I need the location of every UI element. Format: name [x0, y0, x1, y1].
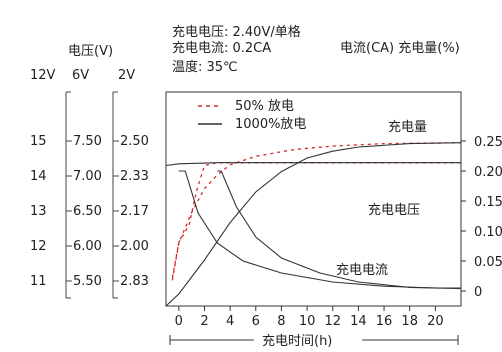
left-axis-title: 电压(V)	[68, 44, 113, 59]
x-tick-label: 14	[350, 314, 367, 329]
x-tick-label: 8	[277, 314, 285, 329]
x-tick-label: 12	[324, 314, 341, 329]
left-tick-2v: 2.33	[120, 169, 149, 184]
right-axis-title: 电流(CA) 充电量(%)	[340, 40, 460, 56]
condition-temperature: 温度: 35℃	[172, 59, 238, 75]
series-voltage_12V-solid	[165, 162, 461, 167]
series-charge_pct-solid	[165, 142, 462, 307]
left-axis-header-12v: 12V	[30, 68, 56, 83]
x-tick-label: 2	[200, 314, 208, 329]
left-tick-12v: 13	[30, 204, 47, 219]
left-axis-ticks: 15 7.50 2.50 14 7.00 2.33 13 6.50 2.17 12 6.00 2.00…	[30, 134, 149, 289]
x-tick-label: 4	[226, 314, 234, 329]
x-tick-label: 6	[252, 314, 260, 329]
plot-area	[165, 91, 462, 307]
left-tick-12v: 15	[30, 134, 47, 149]
curve-label-charge: 充电量	[388, 119, 427, 135]
condition-current: 充电电流: 0.2CA	[172, 40, 271, 56]
left-tick-6v: 6.50	[73, 204, 102, 219]
x-tick-label: 0	[175, 314, 183, 329]
right-tick-label: 0	[474, 285, 482, 300]
right-tick-label: 0.10	[474, 225, 502, 240]
series-voltage_12V-dashed	[171, 162, 461, 278]
x-tick-label: 10	[299, 314, 316, 329]
x-axis-title: 充电时间(h)	[262, 333, 332, 349]
left-tick-2v: 2.50	[120, 134, 149, 149]
series-current_CA_b-solid	[217, 170, 462, 290]
left-tick-12v: 12	[30, 239, 47, 254]
left-tick-12v: 11	[30, 274, 47, 289]
left-tick-6v: 5.50	[73, 274, 102, 289]
right-tick-label: 0.15	[474, 195, 502, 210]
chart-curves	[165, 142, 462, 307]
left-tick-6v: 7.00	[73, 169, 102, 184]
x-tick-label: 18	[401, 314, 418, 329]
x-tick-label: 20	[427, 314, 444, 329]
right-tick-label: 0.25	[474, 135, 502, 150]
x-axis-ticks: 0 2 4 6 8 10 12 14 16 18 20	[175, 306, 444, 329]
series-charge_pct-dashed	[171, 142, 462, 281]
right-tick-label: 0.20	[474, 165, 502, 180]
left-axis-header-6v: 6V	[72, 68, 89, 83]
right-tick-label: 0.05	[474, 255, 502, 270]
legend-label-50: 50% 放电	[235, 99, 294, 114]
left-tick-2v: 2.83	[120, 274, 149, 289]
right-axis-ticks: 0.25 0.20 0.15 0.10 0.05 0	[461, 135, 502, 300]
left-axis-header-2v: 2V	[118, 68, 135, 83]
left-tick-12v: 14	[30, 169, 47, 184]
series-current_CA_a-solid	[178, 170, 461, 289]
left-tick-2v: 2.17	[120, 204, 149, 219]
left-tick-6v: 6.00	[73, 239, 102, 254]
legend-label-1000: 1000%放电	[235, 117, 306, 132]
x-tick-label: 16	[376, 314, 393, 329]
left-tick-2v: 2.00	[120, 239, 149, 254]
curve-label-voltage: 充电电压	[368, 202, 420, 218]
curve-label-current: 充电电流	[336, 262, 388, 278]
left-tick-6v: 7.50	[73, 134, 102, 149]
condition-voltage: 充电电压: 2.40V/单格	[172, 24, 301, 40]
